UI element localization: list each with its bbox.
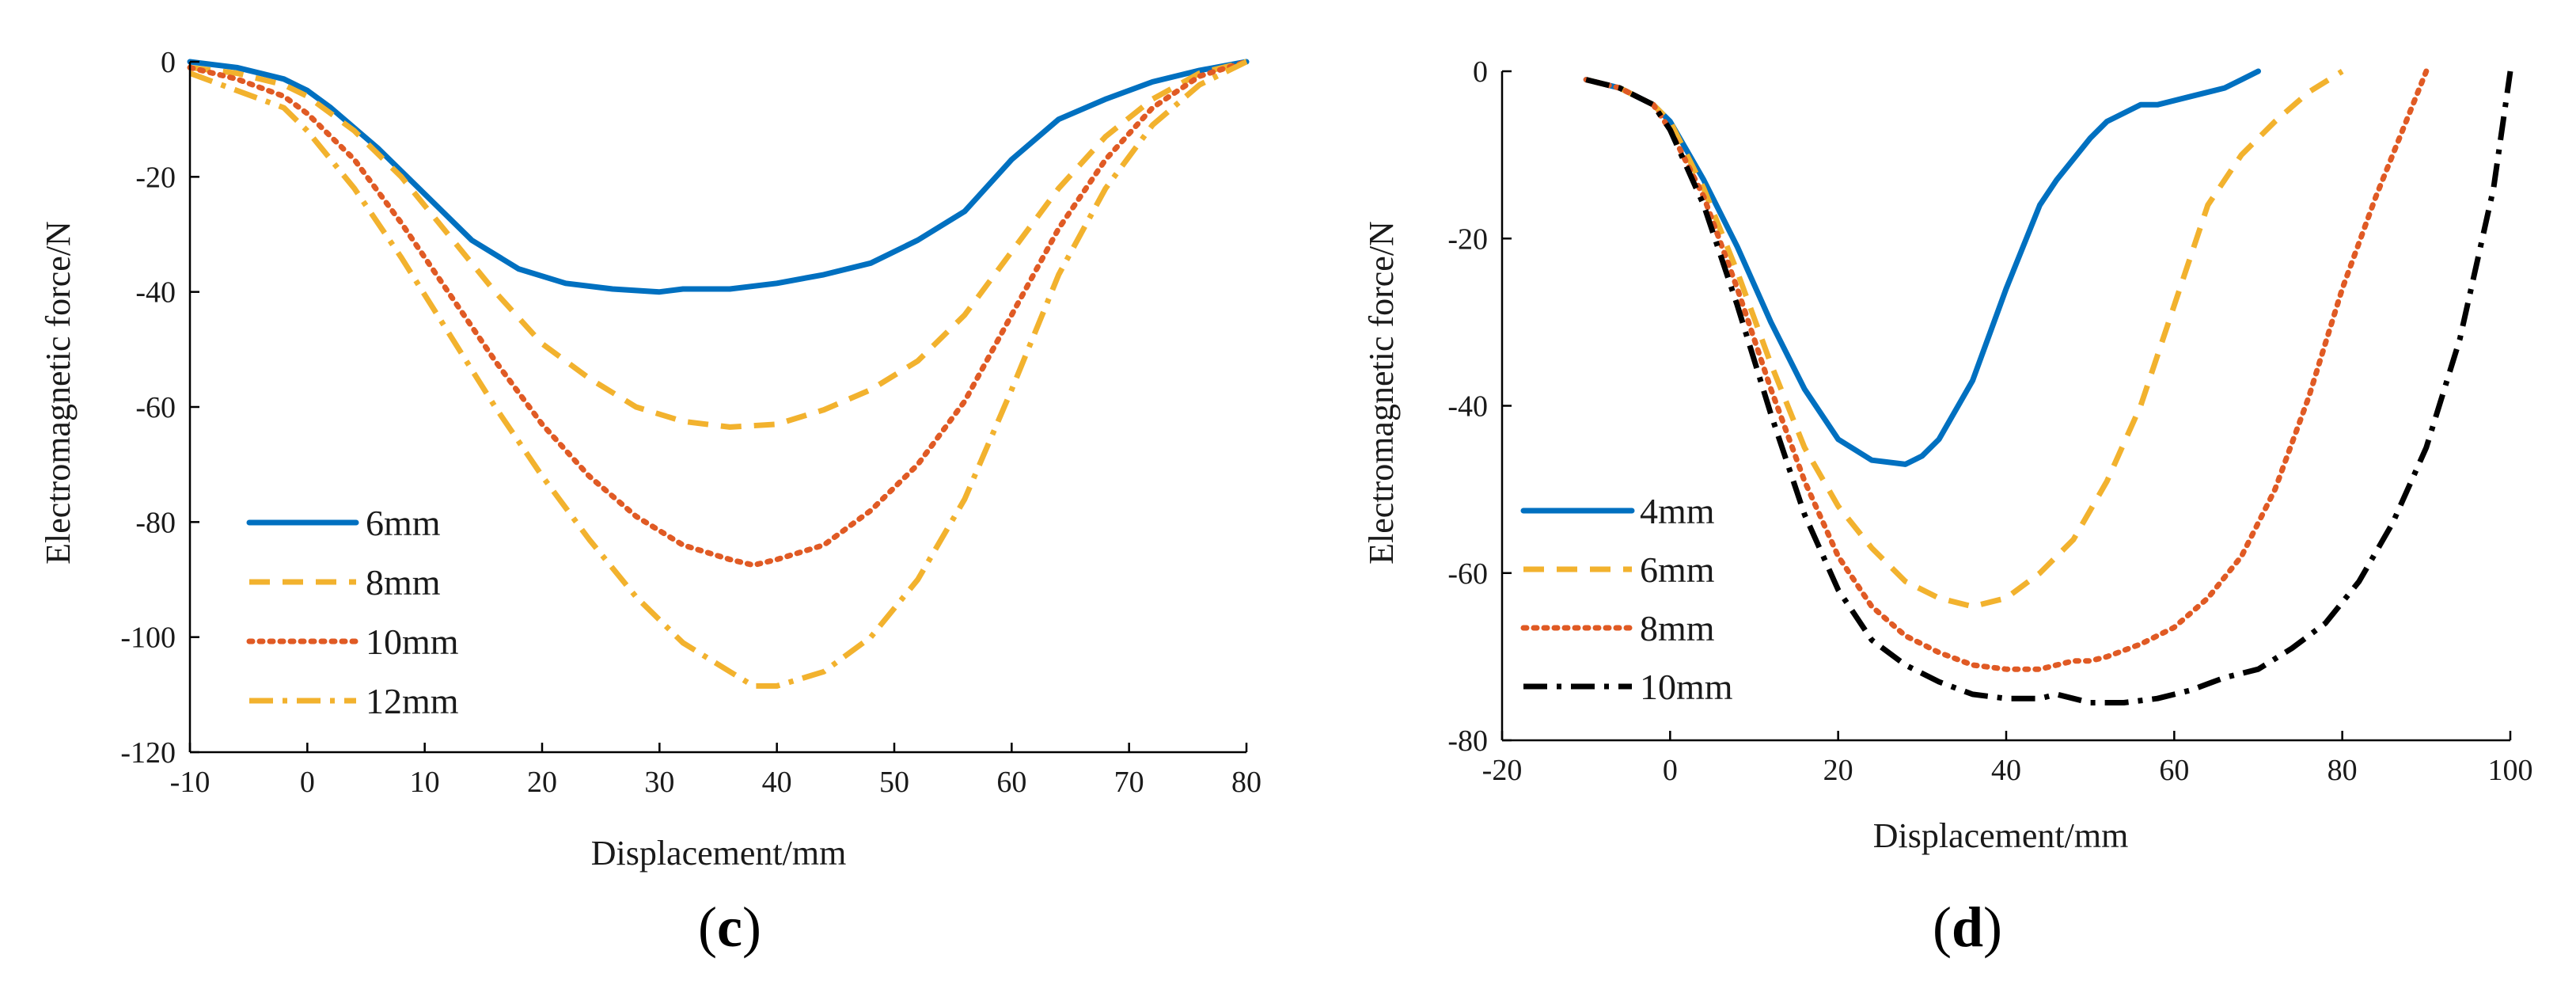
- series-line-8mm: [1583, 68, 2430, 672]
- x-tick-label: 20: [1823, 754, 1853, 787]
- panel-label-c: (c): [698, 895, 761, 959]
- x-tick-label: 0: [1663, 754, 1678, 787]
- x-axis-label-c: Displacement/mm: [591, 834, 847, 873]
- x-axis-label-d: Displacement/mm: [1873, 816, 2129, 855]
- legend-c: 6mm 8mm 10mm 12mm: [246, 503, 459, 721]
- legend-label-10mm: 10mm: [1640, 667, 1733, 707]
- series-line-6mm: [187, 59, 1250, 295]
- x-tick-label: 40: [762, 766, 792, 799]
- x-tick-label: 60: [2159, 754, 2189, 787]
- series-group-d: [1583, 68, 2513, 705]
- legend-label-6mm: 6mm: [366, 503, 441, 543]
- y-tick-label: -40: [135, 276, 176, 310]
- x-tick-label: 60: [996, 766, 1026, 799]
- y-tick-label: -100: [120, 622, 176, 655]
- x-tick-label: 0: [300, 766, 315, 799]
- x-tick-label: 10: [410, 766, 440, 799]
- axes-d: -20 0 20 40 60 80 100 -80 -60 -40 -20 0: [1447, 55, 2532, 787]
- y-axis-label-d: Electromagnetic force/N: [1362, 221, 1401, 565]
- y-axis-label-c: Electromagnetic force/N: [39, 221, 78, 565]
- series-line-10mm: [1585, 70, 2513, 705]
- legend-label-10mm: 10mm: [366, 622, 459, 662]
- x-tick-label: -20: [1482, 754, 1523, 787]
- x-tick-label: 100: [2488, 754, 2533, 787]
- y-tick-label: -80: [135, 506, 176, 539]
- legend-label-4mm: 4mm: [1640, 491, 1715, 531]
- chart-panel-c: -10 0 10 20 30 40 50 60 70 80-120-100-80-60-40-20…: [39, 46, 1261, 959]
- chart-panel-d: -20 0 20 40 60 80 100 -80 -60 -40 -20 0 Displacemen…: [1362, 55, 2533, 959]
- panel-label-d: (d): [1933, 895, 2002, 959]
- series-line-4mm: [1583, 68, 2261, 467]
- x-tick-label: 70: [1114, 766, 1144, 799]
- y-tick-label: -40: [1447, 390, 1488, 424]
- y-tick-label: -60: [135, 391, 176, 424]
- x-tick-label: 80: [1231, 766, 1261, 799]
- x-tick-label: 50: [879, 766, 909, 799]
- legend-d: 4mm 6mm 8mm 10mm: [1520, 491, 1733, 707]
- y-tick-label: -60: [1447, 557, 1488, 591]
- y-tick-label: -120: [120, 736, 176, 770]
- panel-letter-d: d: [1952, 895, 1983, 959]
- x-tick-label: -10: [170, 766, 211, 799]
- x-tick-label: 80: [2328, 754, 2358, 787]
- x-tick-label: 30: [644, 766, 674, 799]
- legend-label-6mm: 6mm: [1640, 549, 1715, 590]
- y-tick-label: -20: [1447, 222, 1488, 256]
- legend-label-8mm: 8mm: [1640, 608, 1715, 648]
- x-tick-label: 20: [527, 766, 557, 799]
- y-tick-label: 0: [1473, 55, 1488, 89]
- axes-c: -10 0 10 20 30 40 50 60 70 80-120-100-80-60-40-20…: [120, 46, 1261, 799]
- series-group-c: [187, 59, 1250, 689]
- panel-letter-c: c: [717, 895, 742, 959]
- series-line-12mm: [188, 59, 1248, 689]
- series-line-6mm: [1585, 69, 2344, 610]
- series-line-10mm: [187, 59, 1250, 568]
- y-tick-label: 0: [161, 46, 176, 79]
- y-tick-label: -20: [135, 161, 176, 194]
- y-tick-label: -80: [1447, 724, 1488, 758]
- series-line-8mm: [189, 59, 1247, 430]
- legend-label-12mm: 12mm: [366, 681, 459, 721]
- x-tick-label: 40: [1991, 754, 2021, 787]
- legend-label-8mm: 8mm: [366, 562, 441, 603]
